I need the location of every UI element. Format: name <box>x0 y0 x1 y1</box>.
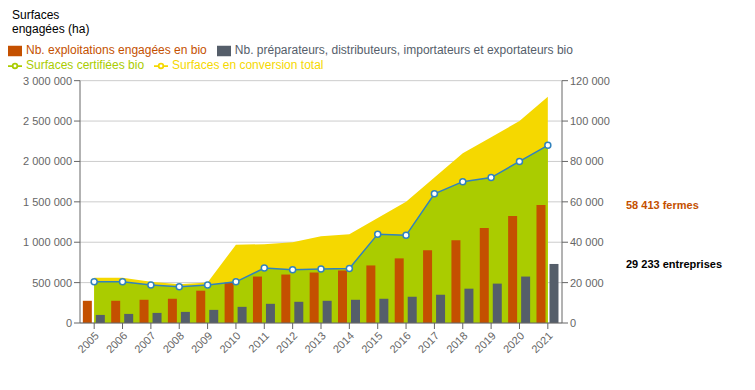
svg-text:1 000 000: 1 000 000 <box>23 236 72 248</box>
svg-text:2011: 2011 <box>246 329 271 354</box>
svg-text:2020: 2020 <box>501 329 527 355</box>
svg-text:2018: 2018 <box>444 329 470 355</box>
svg-text:2005: 2005 <box>75 329 101 355</box>
html-text:Nb. exploitations engagées en: Nb. exploitations engagées en bio <box>26 43 207 57</box>
svg-text:2012: 2012 <box>274 329 300 355</box>
svg-text:2013: 2013 <box>302 329 328 355</box>
html-text:Surfaces certifiées bio: Surfaces certifiées bio <box>26 57 145 72</box>
svg-text:3 000 000: 3 000 000 <box>23 75 72 87</box>
svg-text:2007: 2007 <box>132 329 158 355</box>
svg-text:40 000: 40 000 <box>570 236 604 248</box>
svg-text:120 000: 120 000 <box>570 75 610 87</box>
svg-text:2021: 2021 <box>529 329 555 355</box>
svg-text:2015: 2015 <box>359 329 385 355</box>
svg-text:2017: 2017 <box>416 329 442 355</box>
svg-text:2 500 000: 2 500 000 <box>23 115 72 127</box>
svg-text:2 000 000: 2 000 000 <box>23 155 72 167</box>
svg-text:80 000: 80 000 <box>570 155 604 167</box>
svg-text:2019: 2019 <box>472 329 498 355</box>
svg-text:60 000: 60 000 <box>570 196 604 208</box>
svg-text:0: 0 <box>66 317 72 329</box>
html-text:engagées (ha): engagées (ha) <box>12 22 90 36</box>
svg-text:58 413 fermes: 58 413 fermes <box>626 199 699 211</box>
svg-text:1 500 000: 1 500 000 <box>23 196 72 208</box>
svg-text:2009: 2009 <box>189 329 215 355</box>
svg-text:2014: 2014 <box>330 329 356 355</box>
svg-text:100 000: 100 000 <box>570 115 610 127</box>
html-text:Nb. préparateurs, distributeur: Nb. préparateurs, distributeurs, importa… <box>234 43 573 57</box>
svg-text:20 000: 20 000 <box>570 277 604 289</box>
svg-text:2008: 2008 <box>160 329 186 355</box>
html-text:Surfaces: Surfaces <box>12 8 60 22</box>
svg-text:29 233 entreprises: 29 233 entreprises <box>626 258 722 270</box>
html-text:Surfaces en conversion total: Surfaces en conversion total <box>172 57 324 72</box>
svg-text:2016: 2016 <box>387 329 413 355</box>
svg-text:2006: 2006 <box>104 329 130 355</box>
svg-text:500 000: 500 000 <box>32 277 72 289</box>
svg-text:0: 0 <box>570 317 576 329</box>
svg-text:2010: 2010 <box>217 329 243 355</box>
